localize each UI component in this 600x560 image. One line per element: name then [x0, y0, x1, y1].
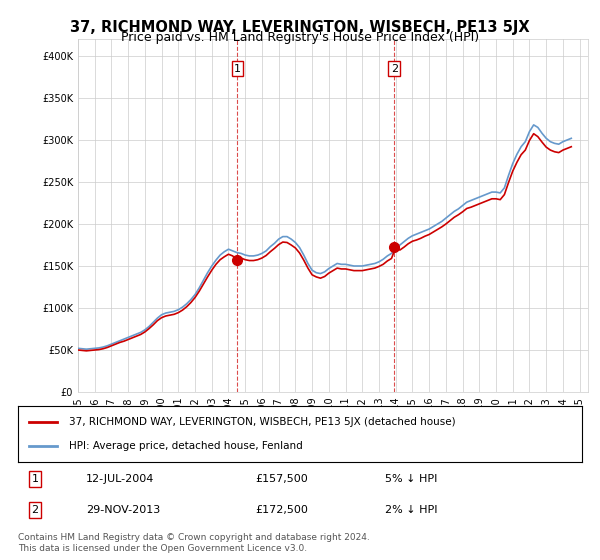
Text: Price paid vs. HM Land Registry's House Price Index (HPI): Price paid vs. HM Land Registry's House …: [121, 31, 479, 44]
Text: 1: 1: [234, 64, 241, 73]
Text: 29-NOV-2013: 29-NOV-2013: [86, 505, 160, 515]
Text: 1: 1: [31, 474, 38, 484]
Text: 37, RICHMOND WAY, LEVERINGTON, WISBECH, PE13 5JX: 37, RICHMOND WAY, LEVERINGTON, WISBECH, …: [70, 20, 530, 35]
Text: £172,500: £172,500: [255, 505, 308, 515]
Text: 5% ↓ HPI: 5% ↓ HPI: [385, 474, 437, 484]
Text: HPI: Average price, detached house, Fenland: HPI: Average price, detached house, Fenl…: [69, 441, 302, 451]
Text: 2% ↓ HPI: 2% ↓ HPI: [385, 505, 437, 515]
Text: 12-JUL-2004: 12-JUL-2004: [86, 474, 154, 484]
Text: Contains HM Land Registry data © Crown copyright and database right 2024.
This d: Contains HM Land Registry data © Crown c…: [18, 533, 370, 553]
Text: 37, RICHMOND WAY, LEVERINGTON, WISBECH, PE13 5JX (detached house): 37, RICHMOND WAY, LEVERINGTON, WISBECH, …: [69, 417, 455, 427]
Text: 2: 2: [391, 64, 398, 73]
Text: 2: 2: [31, 505, 38, 515]
Text: £157,500: £157,500: [255, 474, 308, 484]
